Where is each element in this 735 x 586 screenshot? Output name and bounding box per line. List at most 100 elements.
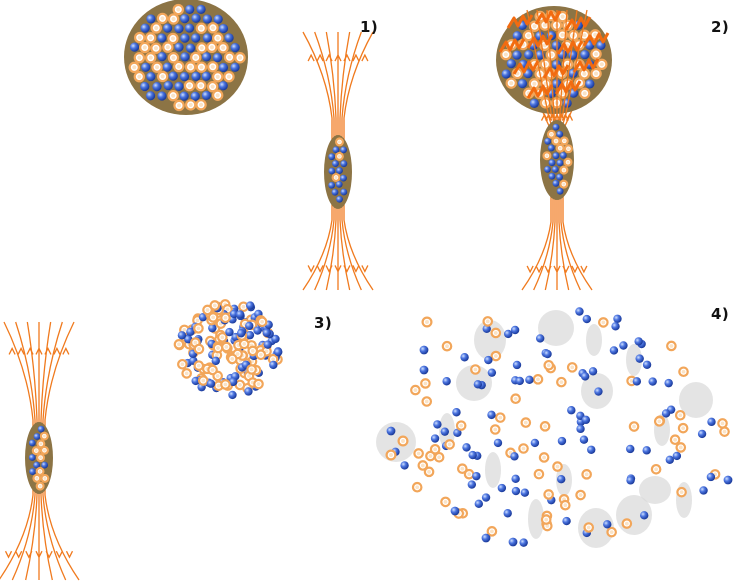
neutron-icon	[253, 326, 262, 335]
proton-core	[593, 32, 598, 37]
neutron-icon	[467, 480, 477, 489]
proton-core	[154, 65, 160, 70]
field-arrow-down	[553, 265, 561, 274]
field-arrow-down	[334, 265, 342, 273]
fragment-halo	[376, 422, 416, 462]
proton-core	[582, 33, 587, 38]
neutron-icon	[510, 452, 519, 461]
proton-core	[193, 55, 198, 60]
proton-core	[425, 320, 429, 324]
proton-core	[657, 419, 662, 424]
field-line	[44, 321, 80, 581]
panel-label-3: 3)	[314, 314, 333, 332]
neutron-icon	[28, 454, 36, 461]
panel1-squeezed-nucleus	[324, 135, 352, 209]
neutron-icon	[672, 451, 682, 461]
proton-core	[578, 493, 583, 497]
field-arrow-down	[562, 265, 570, 274]
field-line	[521, 109, 552, 291]
proton-core	[264, 349, 269, 354]
neutron-icon	[642, 360, 652, 369]
field-line	[564, 9, 588, 119]
neutron-icon	[556, 173, 563, 181]
neutron-icon	[665, 455, 674, 465]
fragment-halo	[679, 382, 713, 418]
proton-core	[188, 102, 193, 107]
neutron-icon	[481, 533, 491, 543]
proton-core	[216, 346, 220, 350]
neutron-icon	[575, 307, 584, 316]
proton-core	[389, 453, 393, 457]
neutron-icon	[535, 334, 545, 343]
neutron-icon	[579, 435, 589, 444]
field-line	[562, 109, 593, 291]
proton-core	[493, 354, 498, 358]
neutron-icon	[179, 91, 189, 101]
nuclei-layer	[25, 0, 713, 548]
proton-core	[545, 154, 549, 158]
proton-core	[154, 25, 159, 30]
field-arrow-down	[325, 265, 333, 273]
neutron-icon	[603, 520, 612, 529]
proton-core	[221, 45, 226, 50]
proton-core	[566, 160, 570, 164]
neutron-icon	[174, 81, 184, 92]
proton-core	[160, 16, 165, 21]
neutron-icon	[33, 461, 41, 469]
proton-core	[148, 35, 153, 40]
proton-core	[601, 320, 606, 325]
neutron-icon	[185, 4, 195, 14]
field-line	[546, 9, 555, 119]
neutron-icon	[180, 52, 190, 62]
proton-core	[170, 36, 176, 41]
proton-core	[523, 420, 528, 425]
neutron-icon	[585, 79, 595, 89]
neutron-icon	[185, 43, 196, 53]
proton-core	[224, 345, 229, 349]
proton-core	[220, 335, 225, 340]
proton-core	[673, 437, 678, 442]
neutron-icon	[524, 50, 534, 60]
field-arrow-up	[565, 113, 574, 121]
proton-core	[586, 525, 591, 530]
neutron-icon	[468, 450, 477, 460]
neutron-icon	[328, 153, 336, 161]
neutron-icon	[587, 445, 596, 454]
proton-core	[215, 93, 220, 98]
fragment-halo	[676, 482, 692, 518]
field-arrow-up	[325, 53, 333, 62]
neutron-icon	[512, 50, 522, 60]
neutron-icon	[462, 443, 471, 452]
proton-core	[546, 492, 551, 497]
proton-core	[198, 102, 204, 107]
proton-core	[445, 344, 449, 349]
neutron-icon	[180, 33, 190, 43]
neutron-icon	[510, 325, 520, 335]
field-arrow-up	[62, 346, 70, 355]
neutron-icon	[273, 347, 283, 357]
neutron-icon	[157, 33, 167, 43]
proton-core	[223, 315, 228, 320]
neutron-icon	[626, 476, 635, 485]
neutron-icon	[556, 159, 564, 167]
fragment-halo	[528, 499, 544, 539]
neutron-icon	[245, 301, 255, 310]
neutron-icon	[580, 372, 590, 381]
proton-core	[182, 327, 187, 332]
proton-core	[654, 467, 658, 472]
proton-core	[559, 380, 564, 385]
field-arrow-down	[535, 265, 543, 274]
neutron-icon	[184, 23, 195, 33]
proton-core	[241, 304, 246, 309]
nucleus-particles	[328, 137, 348, 203]
proton-core	[570, 365, 575, 370]
field-arrow-down	[571, 265, 579, 274]
neutron-icon	[543, 349, 552, 359]
proton-core	[594, 51, 599, 57]
neutron-icon	[196, 4, 206, 14]
proton-core	[180, 362, 185, 367]
neutron-icon	[140, 23, 150, 33]
panel-label-4: 4)	[711, 305, 730, 323]
neutron-icon	[511, 486, 521, 496]
proton-core	[210, 84, 215, 89]
